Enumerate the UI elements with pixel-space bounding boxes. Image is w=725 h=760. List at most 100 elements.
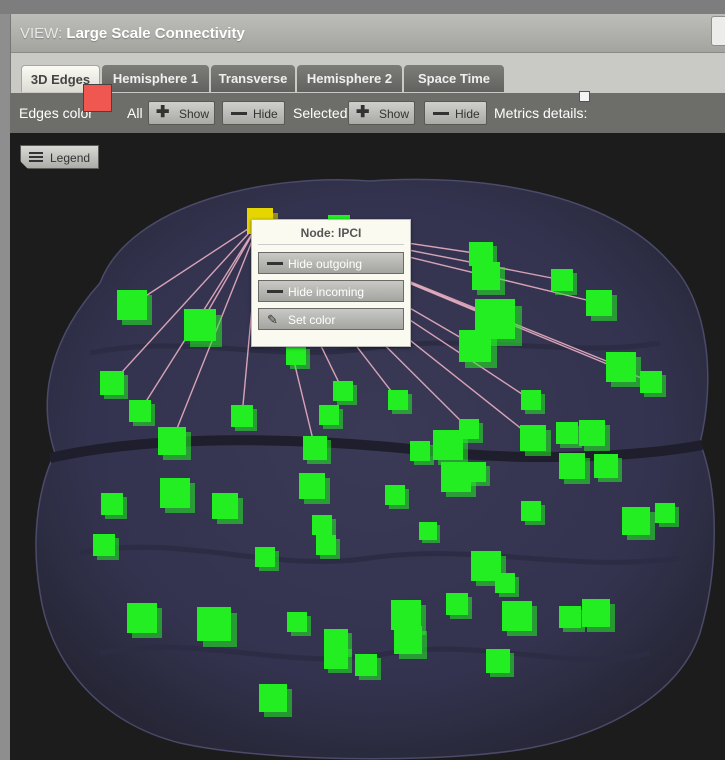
brain-node[interactable] — [184, 309, 222, 347]
brain-node[interactable] — [606, 352, 641, 387]
view-header: VIEW: Large Scale Connectivity — [11, 14, 725, 53]
hide-outgoing-button[interactable]: Hide outgoing — [258, 252, 404, 274]
brain-node[interactable] — [259, 684, 292, 717]
edges-color-swatch[interactable] — [83, 84, 112, 112]
connection-edge — [111, 220, 261, 384]
panel-corner-handle[interactable] — [711, 16, 725, 46]
brain-node[interactable] — [286, 345, 310, 369]
view-label: VIEW: — [20, 25, 63, 42]
brain-node[interactable] — [385, 485, 409, 509]
brain-node[interactable] — [312, 515, 336, 539]
node-context-menu: Node: lPCI Hide outgoing Hide incoming ✎… — [251, 219, 411, 347]
all-label: All — [127, 105, 143, 121]
metrics-details-label: Metrics details: — [494, 105, 588, 121]
connectivity-nodes — [93, 208, 679, 717]
brain-node[interactable] — [93, 534, 119, 560]
view-title: Large Scale Connectivity — [66, 25, 245, 42]
brain-node[interactable] — [127, 603, 162, 638]
brain-node[interactable] — [129, 400, 155, 426]
minus-icon — [433, 112, 449, 115]
brain-node[interactable] — [160, 478, 195, 513]
brain-node[interactable] — [287, 612, 311, 636]
all-hide-button[interactable]: Hide — [222, 101, 285, 125]
connectivity-3d-canvas[interactable]: Legend Node: lPCI Hide outgoing Hide inc… — [10, 133, 725, 760]
brain-node[interactable] — [446, 593, 472, 619]
brain-node[interactable] — [520, 425, 551, 456]
sulcus-line — [99, 644, 651, 662]
legend-label: Legend — [50, 151, 91, 165]
brain-node[interactable] — [655, 503, 679, 527]
plus-icon: ✚ — [356, 104, 370, 121]
tab-3d-edges[interactable]: 3D Edges — [21, 65, 100, 92]
tab-hemisphere-2[interactable]: Hemisphere 2 — [297, 65, 402, 92]
hide-incoming-button[interactable]: Hide incoming — [258, 280, 404, 302]
brain-node[interactable] — [521, 501, 545, 525]
all-show-label: Show — [179, 107, 210, 121]
brain-node[interactable] — [197, 607, 237, 647]
brain-render — [35, 178, 715, 760]
brain-node[interactable] — [433, 430, 468, 465]
brain-node[interactable] — [640, 371, 666, 397]
metrics-details-checkbox[interactable] — [579, 91, 590, 102]
brain-node[interactable] — [495, 573, 519, 597]
brain-node[interactable] — [502, 601, 537, 636]
brain-node[interactable] — [117, 290, 152, 325]
edges-color-label: Edges color — [19, 105, 93, 121]
brain-node[interactable] — [410, 441, 434, 465]
brain-node[interactable] — [231, 405, 257, 431]
brain-node[interactable] — [324, 645, 352, 673]
brain-node[interactable] — [316, 535, 340, 559]
brain-node[interactable] — [355, 654, 381, 680]
brain-node[interactable] — [582, 599, 615, 632]
set-color-label: Set color — [288, 313, 336, 327]
connection-edge — [199, 220, 261, 326]
brain-node[interactable] — [158, 427, 191, 460]
brain-node[interactable] — [394, 626, 427, 659]
brain-node[interactable] — [333, 381, 357, 405]
brain-node[interactable] — [101, 493, 127, 519]
brain-node[interactable] — [319, 405, 343, 429]
brain-node[interactable] — [622, 507, 655, 540]
page-title: VIEW: Large Scale Connectivity — [20, 25, 245, 42]
brain-node[interactable] — [579, 420, 610, 451]
minus-icon — [267, 290, 283, 293]
top-strip — [0, 0, 725, 14]
minus-icon — [231, 112, 247, 115]
tab-space-time[interactable]: Space Time — [404, 65, 504, 92]
connection-edge — [131, 220, 261, 306]
brain-node[interactable] — [551, 269, 577, 295]
brain-node[interactable] — [459, 330, 497, 368]
set-color-button[interactable]: ✎ Set color — [258, 308, 404, 330]
brain-node[interactable] — [419, 522, 440, 543]
brain-node[interactable] — [303, 436, 331, 464]
selected-show-button[interactable]: ✚ Show — [348, 101, 415, 125]
brain-node[interactable] — [472, 262, 505, 295]
selected-hide-label: Hide — [455, 107, 480, 121]
brain-node[interactable] — [559, 453, 590, 484]
brain-node[interactable] — [486, 649, 514, 677]
brain-node[interactable] — [521, 390, 545, 414]
tab-transverse[interactable]: Transverse — [211, 65, 295, 92]
edges-toolbar: Edges color All ✚ Show Hide Selected ✚ Sho… — [10, 93, 725, 133]
brain-node[interactable] — [299, 473, 330, 504]
sulcus-line — [79, 544, 681, 565]
brain-node[interactable] — [594, 454, 622, 482]
brain-node[interactable] — [466, 462, 490, 486]
brain-node[interactable] — [586, 290, 617, 321]
tab-hemisphere-1[interactable]: Hemisphere 1 — [102, 65, 209, 92]
minus-icon — [267, 262, 283, 265]
brain-node[interactable] — [255, 547, 279, 571]
brain-node[interactable] — [100, 371, 128, 399]
tab-bar: 3D Edges Hemisphere 1 Transverse Hemisph… — [11, 53, 725, 93]
brain-node[interactable] — [212, 493, 243, 524]
hide-incoming-label: Hide incoming — [288, 285, 365, 299]
hide-outgoing-label: Hide outgoing — [288, 257, 363, 271]
brain-node[interactable] — [559, 606, 585, 632]
node-popup-title: Node: lPCI — [300, 226, 362, 240]
brain-node[interactable] — [388, 390, 412, 414]
selected-hide-button[interactable]: Hide — [424, 101, 487, 125]
brain-node[interactable] — [556, 422, 582, 448]
legend-button[interactable]: Legend — [20, 145, 99, 169]
selected-label: Selected — [293, 105, 348, 121]
all-show-button[interactable]: ✚ Show — [148, 101, 215, 125]
